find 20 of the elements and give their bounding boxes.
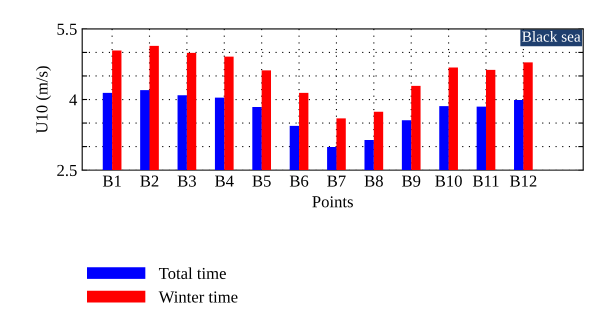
x-tick-label: B2 xyxy=(140,176,158,187)
y-tick-label: 4 xyxy=(69,94,78,106)
x-tick-label: B12 xyxy=(510,176,536,187)
y-axis-title: U10 (m/s) xyxy=(36,66,51,134)
x-tick-label: B9 xyxy=(402,176,420,187)
y-tick-label: 2.5 xyxy=(57,164,77,176)
x-tick-label: B4 xyxy=(215,176,234,187)
x-tick-label: B7 xyxy=(327,176,346,187)
x-tick-label: B1 xyxy=(102,176,121,187)
x-tick-label: B10 xyxy=(435,175,462,187)
x-tick-label: B3 xyxy=(178,176,196,187)
annotation: Black sea xyxy=(522,31,580,42)
x-tick-label: B11 xyxy=(472,176,499,187)
x-axis-title: Points xyxy=(312,196,353,208)
legend-label: Winter time xyxy=(158,291,238,303)
x-tick-label: B8 xyxy=(364,175,383,187)
legend-label: Total time xyxy=(158,267,226,280)
y-tick-label: 5.5 xyxy=(57,24,77,35)
x-tick-label: B5 xyxy=(252,176,271,187)
x-tick-label: B6 xyxy=(290,176,308,187)
